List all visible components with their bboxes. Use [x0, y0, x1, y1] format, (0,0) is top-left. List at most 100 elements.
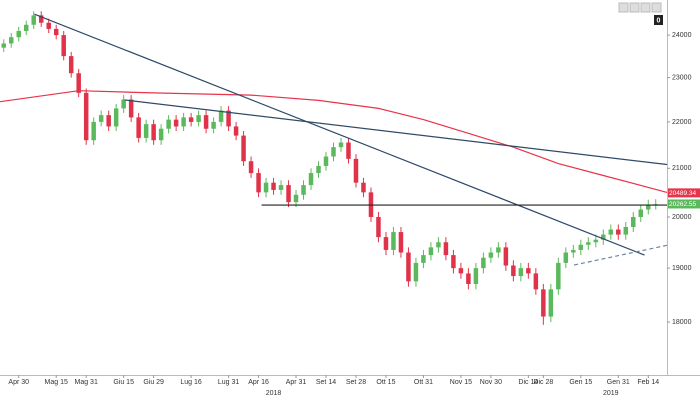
candle-body — [211, 121, 216, 129]
x-tick-label: Ott 31 — [414, 379, 433, 386]
candle-body — [473, 268, 479, 285]
candle-body — [308, 173, 314, 186]
candle-body — [451, 255, 456, 269]
candle-body — [136, 117, 141, 138]
x-tick-label: Giu 29 — [143, 379, 164, 386]
toolbar-button[interactable] — [618, 2, 629, 13]
price-label: 20262.55 — [669, 201, 696, 208]
candle-body — [323, 156, 329, 166]
candle-body — [8, 37, 14, 44]
candle-body — [376, 216, 381, 238]
candle-body — [398, 232, 404, 253]
candle-body — [128, 99, 134, 118]
moving-average — [0, 90, 668, 193]
candle-body — [488, 252, 494, 258]
x-tick-label: Apr 30 — [8, 379, 29, 386]
candle-body — [188, 117, 194, 122]
x-tick-label: Dic 28 — [533, 379, 553, 386]
x-tick-label: Feb 14 — [637, 379, 659, 386]
candle-body — [458, 268, 464, 274]
candle-body — [338, 142, 344, 148]
candle-body — [631, 216, 636, 228]
y-tick-label: 21000 — [672, 165, 692, 172]
candle-body — [83, 92, 89, 141]
x-tick-label: Set 14 — [316, 379, 336, 386]
x-tick-label: Gen 31 — [607, 379, 630, 386]
candle-body — [203, 115, 209, 129]
x-tick-label: Nov 15 — [450, 379, 472, 386]
year-label: 2019 — [603, 390, 619, 397]
candle-body — [113, 108, 119, 127]
candle-body — [496, 247, 501, 253]
y-tick-label: 22000 — [672, 119, 692, 126]
x-tick-label: Nov 30 — [480, 379, 502, 386]
candle-body — [601, 234, 606, 240]
candle-body — [586, 242, 591, 245]
y-tick-label: 19000 — [672, 265, 692, 272]
candle-body — [556, 262, 561, 290]
candle-body — [151, 124, 156, 141]
candle-body — [241, 135, 246, 162]
x-tick-label: Lug 16 — [180, 379, 202, 386]
x-tick-label: Set 28 — [346, 379, 366, 386]
candle-body — [263, 182, 269, 193]
price-label-box — [668, 199, 700, 209]
price-label: 20489.34 — [669, 190, 696, 197]
candle-body — [421, 255, 426, 263]
candle-body — [181, 117, 186, 127]
candle-body — [91, 121, 96, 141]
candle-body — [638, 209, 644, 217]
trendline — [573, 244, 668, 266]
candle-body — [301, 185, 306, 195]
candle-body — [173, 119, 179, 127]
candle-body — [443, 242, 449, 256]
candle-body — [218, 110, 224, 122]
candle-body — [391, 232, 396, 250]
candle-body — [271, 182, 276, 190]
candle-body — [413, 262, 419, 282]
candle-body — [593, 239, 599, 243]
candle-body — [541, 289, 546, 317]
candle-body — [233, 126, 239, 136]
candle-body — [646, 204, 651, 210]
candle-body — [31, 15, 36, 25]
x-tick-label: Lug 31 — [218, 379, 240, 386]
candle-body — [466, 273, 471, 285]
candle-body — [383, 237, 389, 250]
toolbar-button[interactable] — [640, 2, 651, 13]
badge[interactable] — [654, 15, 663, 25]
x-tick-label: Gen 15 — [569, 379, 592, 386]
candle-body — [331, 147, 336, 157]
candle-body — [248, 161, 254, 174]
y-tick-label: 23000 — [672, 74, 692, 81]
toolbar-button[interactable] — [629, 2, 640, 13]
y-tick-label: 18000 — [672, 319, 692, 326]
candle-body — [563, 252, 569, 263]
trendline — [34, 13, 645, 256]
candle-body — [98, 115, 104, 122]
x-tick-label: Mag 31 — [75, 379, 98, 386]
candle-body — [121, 99, 126, 109]
candle-body — [361, 182, 366, 193]
candle-body — [76, 73, 81, 93]
candle-body — [256, 173, 261, 193]
candle-body — [1, 43, 6, 48]
candle-body — [46, 22, 51, 29]
x-tick-label: Mag 15 — [45, 379, 68, 386]
candle-body — [503, 247, 509, 266]
candle-body — [623, 227, 629, 235]
candle-body — [616, 229, 621, 235]
y-tick-label: 20000 — [672, 214, 692, 221]
toolbar-button[interactable] — [651, 2, 662, 13]
candle-body — [143, 124, 149, 138]
candle-body — [196, 115, 201, 122]
candle-body — [286, 185, 291, 203]
candle-body — [608, 229, 614, 235]
candle-body — [226, 110, 231, 127]
candle-body — [158, 128, 164, 141]
candle-body — [316, 165, 321, 174]
candle-body — [346, 142, 351, 159]
candle-body — [68, 56, 74, 74]
candle-body — [511, 265, 516, 277]
